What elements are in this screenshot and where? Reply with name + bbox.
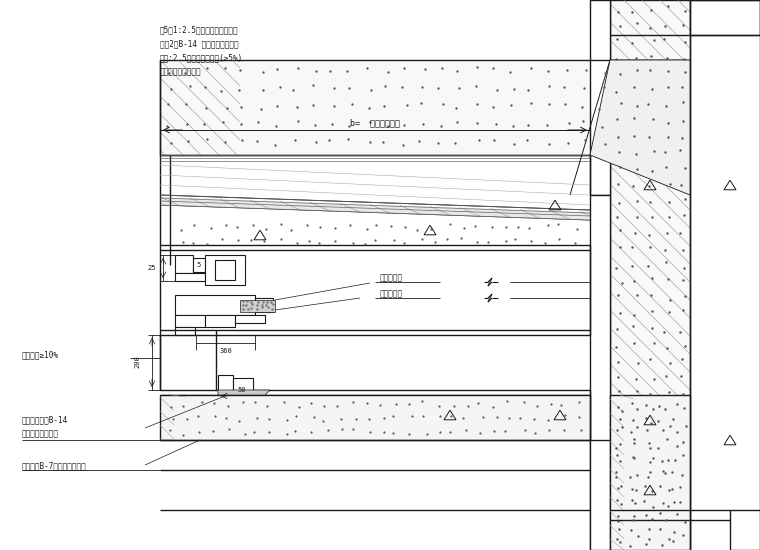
- Text: 5: 5: [197, 262, 201, 268]
- Text: 铝束截断防腐B-14: 铝束截断防腐B-14: [22, 415, 68, 425]
- Bar: [590, 195, 610, 550]
- Bar: [235, 315, 265, 323]
- Bar: [160, 60, 610, 155]
- Polygon shape: [610, 0, 690, 550]
- Text: 铝框清油B-7低门板填水泥浆: 铝框清油B-7低门板填水泥浆: [22, 461, 87, 470]
- Text: 钢筋混凝土结构楼板: 钢筋混凝土结构楼板: [160, 67, 201, 76]
- Bar: [175, 273, 205, 281]
- Bar: [218, 375, 233, 393]
- Polygon shape: [240, 300, 275, 312]
- Bar: [175, 327, 195, 335]
- Text: 涂刷2遍B-14 柔性水泥基防水层: 涂刷2遍B-14 柔性水泥基防水层: [160, 39, 239, 48]
- Bar: [255, 298, 273, 312]
- Bar: [175, 295, 255, 315]
- Text: b=  （按设计定）: b= （按设计定）: [350, 118, 400, 127]
- Bar: [205, 315, 235, 327]
- Text: 聚氨酯泡沫: 聚氨酯泡沫: [380, 289, 403, 299]
- Bar: [590, 440, 610, 550]
- Bar: [690, 0, 760, 35]
- Bar: [160, 395, 590, 440]
- Bar: [215, 260, 235, 280]
- Text: 贴细:2.5水泥砂浆找坡层(≥5%): 贴细:2.5水泥砂浆找坡层(≥5%): [160, 53, 243, 62]
- Polygon shape: [218, 390, 270, 395]
- Bar: [193, 258, 205, 272]
- Bar: [610, 395, 690, 550]
- Bar: [205, 255, 245, 285]
- Text: 200: 200: [134, 356, 140, 369]
- Text: 360: 360: [220, 348, 233, 354]
- Text: 窗台坡度≥10%: 窗台坡度≥10%: [22, 350, 59, 360]
- Bar: [233, 378, 253, 390]
- Text: 50: 50: [237, 387, 245, 393]
- Bar: [590, 0, 610, 195]
- Bar: [175, 315, 205, 327]
- Polygon shape: [160, 197, 590, 220]
- Text: 贴5厚1:2.5钢筋水泥砂浆找坡层: 贴5厚1:2.5钢筋水泥砂浆找坡层: [160, 25, 239, 34]
- Text: 铝框及扣盖: 铝框及扣盖: [380, 273, 403, 283]
- Text: 25: 25: [147, 265, 156, 271]
- Text: 柔性水泥基防水层: 柔性水泥基防水层: [22, 430, 59, 438]
- Bar: [175, 255, 193, 273]
- Polygon shape: [590, 60, 690, 195]
